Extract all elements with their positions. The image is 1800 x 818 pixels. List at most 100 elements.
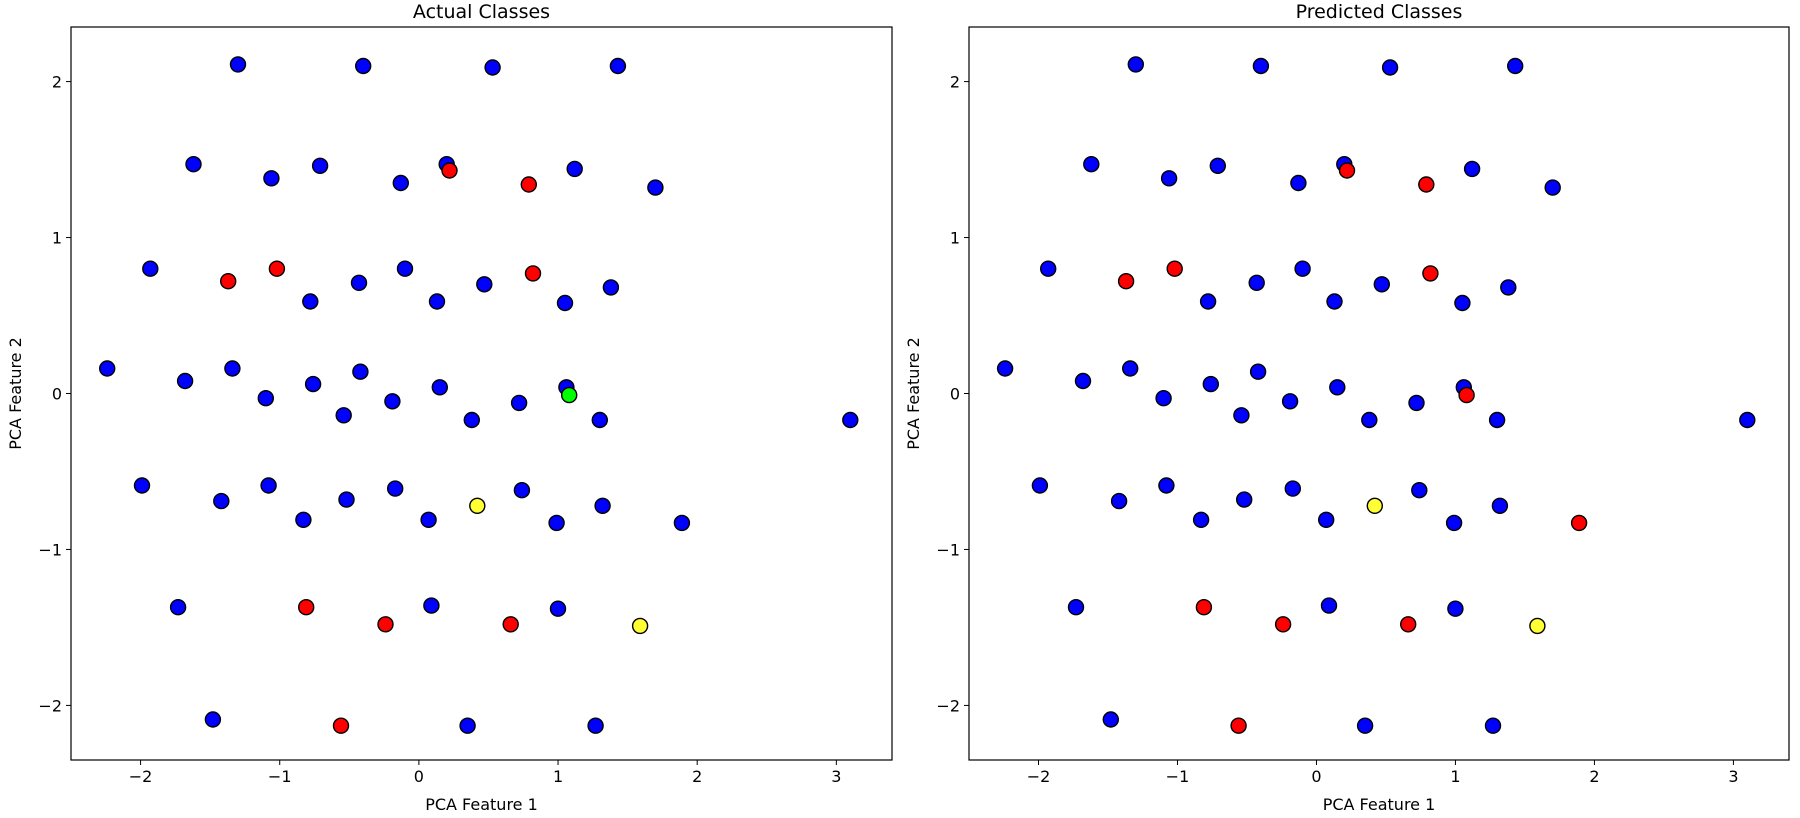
scatter-point — [1570, 514, 1588, 532]
scatter-point — [1155, 390, 1172, 407]
scatter-point — [350, 274, 368, 291]
x-tick-label: 0 — [1311, 767, 1321, 786]
scatter-point — [423, 597, 440, 614]
scatter-point — [1209, 157, 1227, 175]
scatter-point — [1102, 711, 1120, 728]
scatter-point — [1500, 279, 1517, 296]
scatter-point — [1418, 176, 1435, 193]
scatter-point — [298, 599, 315, 616]
scatter-point — [594, 497, 611, 514]
scatter-point — [1317, 511, 1335, 528]
scatter-point — [332, 717, 350, 734]
scatter-point — [224, 360, 241, 377]
scatter-point — [268, 260, 286, 277]
y-tick-label: −2 — [936, 696, 960, 715]
scatter-point — [335, 407, 352, 424]
y-tick-label: 0 — [52, 385, 62, 404]
scatter-point — [1274, 616, 1292, 633]
y-tick-label: −2 — [38, 696, 62, 715]
scatter-point — [302, 293, 319, 310]
scatter-point — [549, 600, 567, 617]
scatter-point — [1290, 174, 1307, 192]
x-tick-label: −1 — [1166, 767, 1190, 786]
scatter-point — [587, 717, 604, 734]
scatter-point — [1506, 57, 1524, 75]
panel-1: −2 −1 0 1 2 3 −2 −1 0 1 2 Actual Classes PCA Feature… — [6, 1, 893, 814]
scatter-point — [1252, 57, 1270, 75]
scatter-point — [1326, 293, 1343, 310]
y-tick-label: 0 — [950, 385, 960, 404]
scatter-point — [1356, 717, 1374, 734]
scatter-point — [1544, 179, 1561, 196]
x-tick-label: 2 — [692, 767, 702, 786]
scatter-point — [185, 155, 202, 173]
axes-frame — [968, 26, 1790, 761]
scatter-point — [257, 390, 274, 407]
scatter-point — [566, 160, 583, 178]
scatter-point — [1381, 59, 1399, 76]
scatter-point — [204, 711, 222, 728]
axes-frame — [70, 26, 893, 761]
y-axis-label: PCA Feature 2 — [904, 337, 923, 450]
scatter-point — [1127, 56, 1145, 73]
scatter-points — [98, 56, 859, 734]
scatter-point — [229, 56, 247, 73]
scatter-point — [1230, 717, 1247, 734]
scatter-points — [996, 56, 1756, 734]
x-tick-label: 0 — [414, 767, 424, 786]
scatter-point — [1408, 394, 1425, 412]
scatter-point — [1281, 393, 1299, 410]
chart-title: Predicted Classes — [1296, 1, 1463, 23]
x-tick-label: 1 — [553, 767, 563, 786]
scatter-point — [1166, 260, 1183, 277]
scatter-point — [377, 616, 394, 633]
scatter-point — [1158, 477, 1175, 494]
scatter-point — [476, 276, 493, 293]
scatter-point — [219, 273, 237, 290]
scatter-point — [260, 477, 277, 494]
chart-title: Actual Classes — [413, 1, 550, 23]
y-tick-label: 2 — [950, 73, 960, 92]
scatter-point — [420, 511, 437, 528]
scatter-point — [1248, 274, 1265, 291]
scatter-point — [1121, 360, 1139, 377]
x-tick-label: 3 — [1728, 767, 1738, 786]
scatter-point — [213, 492, 230, 510]
scatter-point — [1233, 407, 1250, 424]
scatter-point — [311, 157, 329, 175]
scatter-point — [1235, 491, 1253, 508]
scatter-point — [1294, 260, 1311, 277]
scatter-point — [502, 616, 519, 633]
y-tick-label: −1 — [38, 540, 62, 559]
scatter-point — [176, 372, 194, 390]
x-axis-label: PCA Feature 1 — [425, 795, 538, 814]
scatter-point — [1202, 375, 1220, 393]
scatter-point — [295, 511, 312, 528]
scatter-point — [463, 411, 480, 429]
scatter-point — [352, 363, 369, 380]
x-tick-label: 2 — [1589, 767, 1599, 786]
scatter-point — [602, 279, 620, 296]
scatter-point — [384, 393, 401, 410]
scatter-point — [338, 491, 355, 508]
scatter-point — [1074, 372, 1092, 390]
scatter-point — [561, 386, 578, 404]
scatter-point — [263, 170, 280, 187]
scatter-point — [556, 294, 574, 312]
scatter-point — [133, 477, 151, 494]
scatter-point — [548, 514, 565, 532]
scatter-point — [1422, 265, 1439, 282]
x-tick-label: 1 — [1450, 767, 1460, 786]
scatter-point — [1083, 155, 1100, 173]
scatter-point — [98, 360, 116, 377]
x-tick-label: −2 — [129, 767, 153, 786]
scatter-point — [1739, 411, 1756, 429]
x-axis-label: PCA Feature 1 — [1323, 795, 1436, 814]
scatter-point — [1338, 162, 1356, 179]
scatter-point — [1031, 477, 1049, 494]
x-tick-label: −1 — [268, 767, 292, 786]
scatter-point — [1454, 294, 1471, 312]
scatter-point — [591, 411, 608, 429]
scatter-point — [469, 497, 486, 514]
y-axis-label: PCA Feature 2 — [6, 337, 25, 450]
